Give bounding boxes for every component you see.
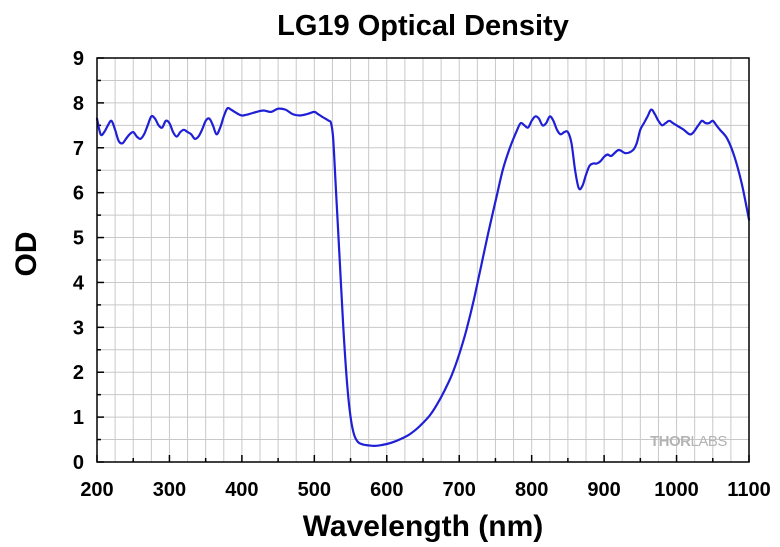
y-tick-label: 6 bbox=[73, 183, 84, 205]
y-tick-label: 0 bbox=[73, 452, 84, 474]
grid bbox=[97, 58, 749, 462]
y-tick-labels: 0 1 2 3 4 5 6 7 8 9 bbox=[73, 48, 85, 474]
plot-frame bbox=[96, 57, 750, 463]
y-tick-label: 1 bbox=[73, 407, 84, 429]
watermark-labs: LABS bbox=[691, 433, 728, 450]
watermark-thor: THOR bbox=[650, 433, 691, 450]
x-tick-label: 1000 bbox=[654, 479, 699, 501]
x-tick-label: 400 bbox=[225, 479, 258, 501]
y-tick-label: 5 bbox=[73, 228, 84, 250]
y-tick-label: 8 bbox=[73, 93, 84, 115]
y-tick-label: 4 bbox=[73, 272, 85, 294]
y-axis-label: OD bbox=[10, 232, 43, 277]
y-tick-label: 7 bbox=[73, 138, 84, 160]
x-tick-label: 900 bbox=[587, 479, 620, 501]
x-tick-label: 700 bbox=[443, 479, 476, 501]
x-tick-label: 800 bbox=[515, 479, 548, 501]
x-tick-labels: 200 300 400 500 600 700 800 900 1000 1100 bbox=[80, 479, 770, 501]
x-tick-label: 200 bbox=[80, 479, 113, 501]
x-tick-label: 600 bbox=[370, 479, 403, 501]
y-tick-label: 9 bbox=[73, 48, 84, 70]
thorlabs-watermark: THORLABS bbox=[650, 433, 727, 450]
od-curve-line bbox=[95, 106, 751, 447]
y-tick-label: 2 bbox=[73, 362, 84, 384]
chart-title: LG19 Optical Density bbox=[277, 10, 569, 42]
x-tick-label: 1100 bbox=[727, 479, 770, 501]
y-tick-label: 3 bbox=[73, 317, 84, 339]
x-tick-label: 300 bbox=[153, 479, 186, 501]
x-tick-label: 500 bbox=[298, 479, 331, 501]
x-axis-label: Wavelength (nm) bbox=[303, 510, 544, 543]
